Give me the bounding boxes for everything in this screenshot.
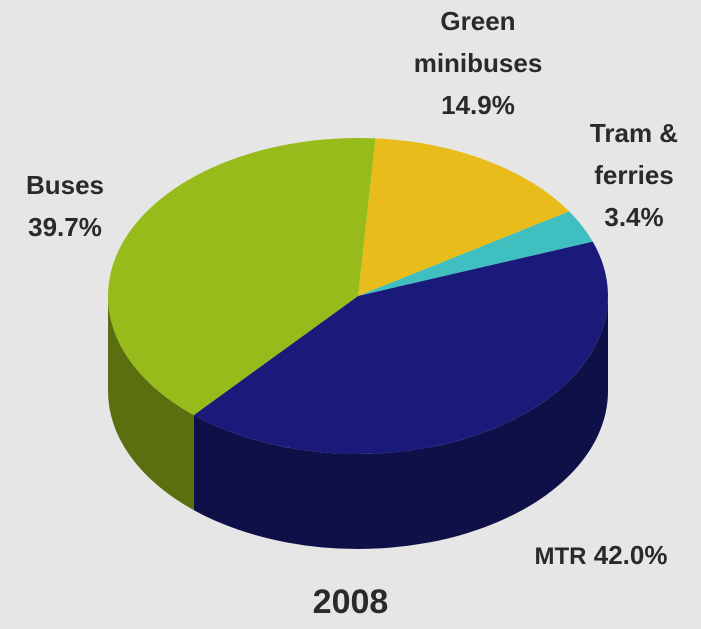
slice-label: Tram & ferries 3.4% <box>572 112 696 238</box>
category-label: Tram & ferries <box>589 118 679 190</box>
slice-label: Buses 39.7% <box>0 164 130 248</box>
category-label: MTR <box>534 543 587 570</box>
category-label: Green minibuses <box>413 6 543 78</box>
slice-side <box>193 296 608 550</box>
slice <box>358 138 570 296</box>
slice <box>108 138 376 416</box>
value-label: 42.0% <box>593 540 668 570</box>
category-label: Buses <box>25 170 105 200</box>
slice-label: MTR 42.0% <box>505 534 697 578</box>
slice <box>193 241 608 454</box>
value-label: 3.4% <box>604 202 664 232</box>
value-label: 39.7% <box>28 212 102 242</box>
value-label: 14.9% <box>441 90 515 120</box>
slice-side <box>108 296 194 511</box>
slice-label: Green minibuses 14.9% <box>398 0 558 126</box>
chart-title: 2008 <box>312 583 389 621</box>
slice <box>358 211 593 296</box>
